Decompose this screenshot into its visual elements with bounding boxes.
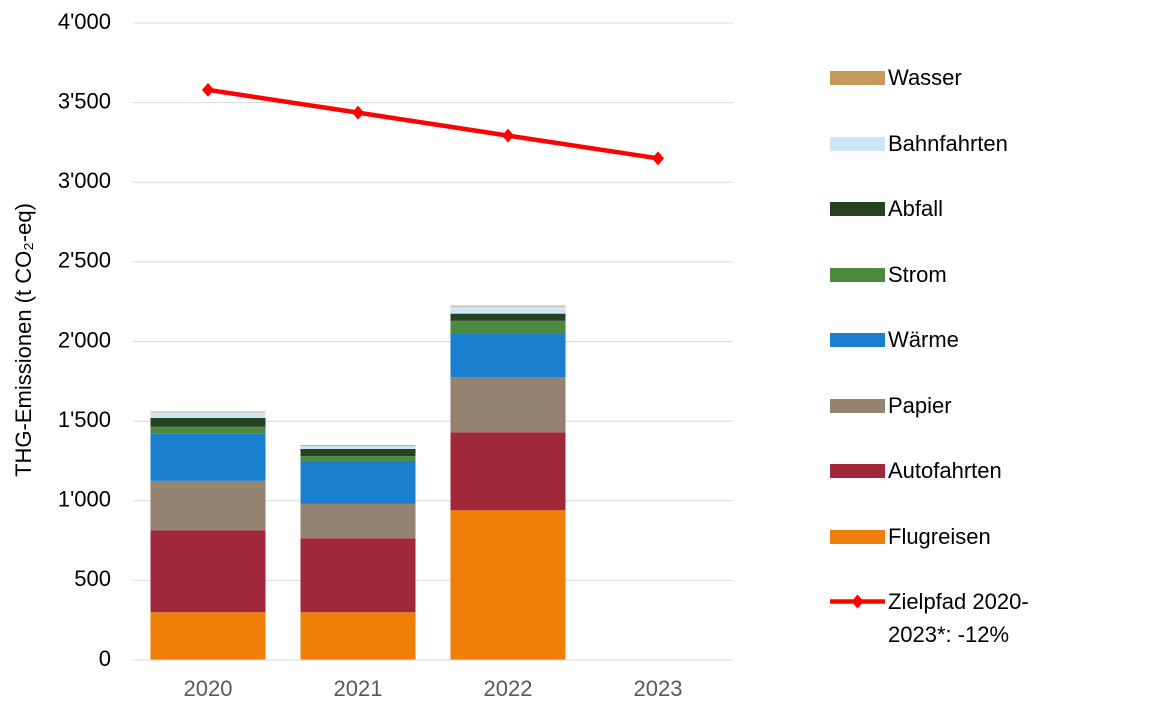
line [207,87,659,161]
bar-segment [450,333,566,378]
y-tick-label: 1'000 [58,487,111,512]
legend-label: Papier [888,392,952,418]
legend-label: Flugreisen [888,523,991,549]
y-tick-label: 2'000 [58,327,111,352]
bar-segment [150,417,266,427]
bar-segment [450,313,566,321]
bar-segment [450,377,566,433]
x-tick-label: 2021 [334,676,383,701]
bar-segment [300,445,416,449]
x-tick-label: 2023 [634,676,683,701]
legend-label: Strom [888,261,947,287]
y-tick-label: 3'000 [58,168,111,193]
legend-item: Papier [830,389,1048,422]
legend-label: Zielpfad 2020-2023*: -12% [888,589,1029,647]
line-marker [652,151,664,166]
bar-segment [300,538,416,613]
legend-swatch [830,529,885,544]
legend-swatch [830,333,885,347]
y-tick-label: 4'000 [58,9,111,34]
bar-segment [150,433,266,481]
legend-item: Bahnfahrten [830,127,1048,160]
bar-segment [150,412,266,418]
bar-segment [300,448,416,457]
legend-swatch [830,202,885,216]
bar-segment [450,305,566,307]
legend-item: Abfall [830,192,1048,225]
legend-item: Strom [830,258,1048,291]
x-tick-label: 2022 [484,676,533,701]
bar-segment [450,306,566,314]
y-axis-title: THG-Emissionen (t CO₂-eq) [11,203,36,477]
line-marker [202,82,214,97]
bar-segment [300,460,416,504]
legend-item: Wärme [830,323,1048,356]
x-tick-label: 2020 [184,676,233,701]
legend-item: Autofahrten [830,454,1048,487]
bar-segment [300,503,416,539]
legend-item: Wasser [830,61,1048,94]
bar-segment [450,510,566,660]
y-tick-label: 500 [74,566,111,591]
y-tick-label: 2'500 [58,248,111,273]
legend-swatch [830,594,885,609]
bar-segment [450,320,566,334]
legend-label: Abfall [888,196,944,221]
bar-segment [150,411,266,413]
bar-segment [450,432,566,511]
legend-swatch [830,267,885,282]
legend-swatch [830,398,885,413]
bar-segment [150,530,266,613]
legend-label: Bahnfahrten [888,130,1008,156]
bar-segment [300,612,416,660]
bar-segment [300,445,416,446]
legend-item: Flugreisen [830,520,1048,553]
legend-item: Zielpfad 2020-2023*: -12% [830,585,1048,651]
line-marker [352,105,364,120]
bar-segment [150,612,266,660]
bar-segment [150,480,266,531]
legend-swatch [830,136,885,151]
line-marker [502,128,514,143]
y-tick-label: 1'500 [58,407,111,432]
legend-swatch [830,71,885,85]
bar-segment [150,426,266,434]
y-tick-label: 0 [99,646,111,671]
legend-label: Wasser [888,65,962,90]
legend-swatch [830,464,885,478]
legend-label: Autofahrten [888,458,1002,483]
y-tick-label: 3'500 [58,88,111,113]
bar-segment [300,456,416,461]
legend-label: Wärme [888,327,959,352]
